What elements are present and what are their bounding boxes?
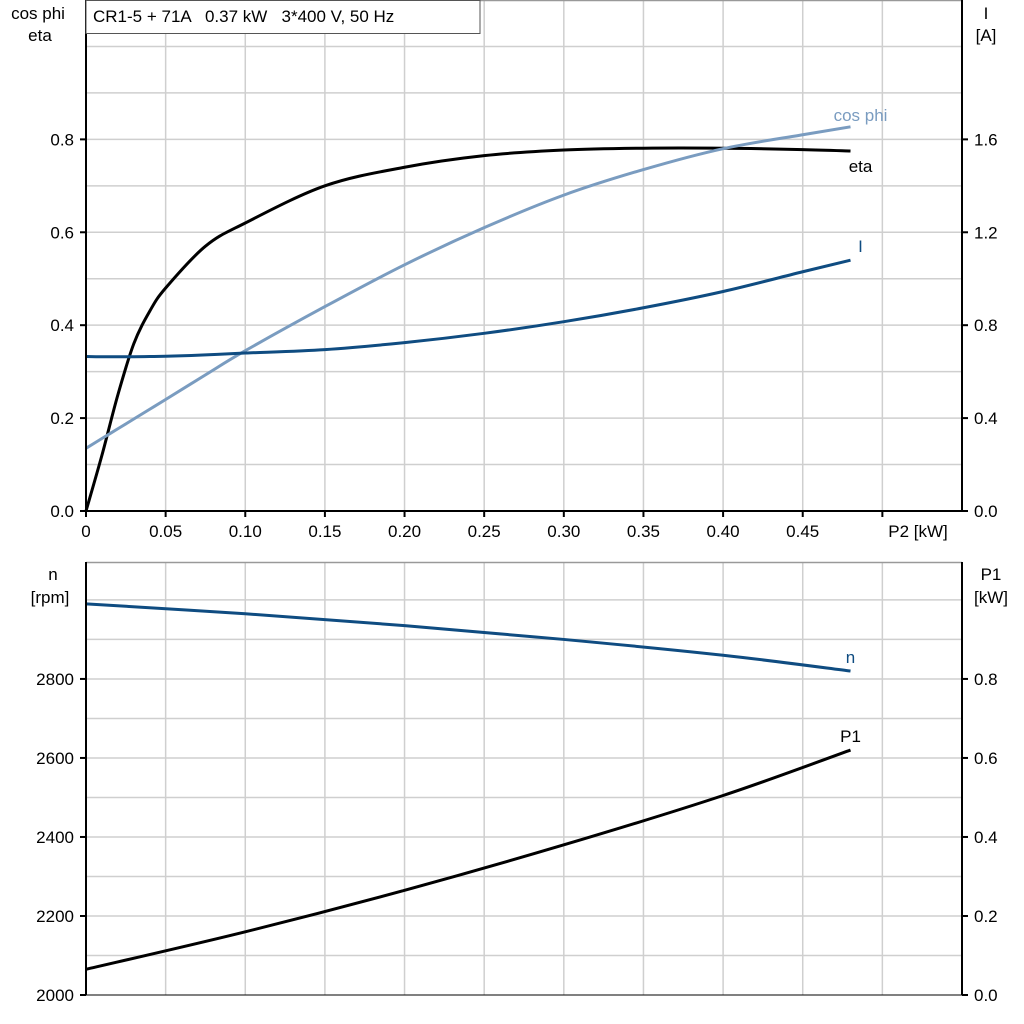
top-left-tick-label: 0.2 (50, 409, 74, 428)
x-axis-label: P2 [kW] (888, 522, 948, 541)
series-eta-label: eta (849, 157, 873, 176)
bottom-left-tick-label: 2800 (36, 670, 74, 689)
top-left-ylabel-2: eta (28, 26, 52, 45)
top-right-tick-label: 0.4 (974, 409, 998, 428)
top-right-ylabel-2: [A] (976, 26, 997, 45)
bottom-right-ylabel-2: [kW] (974, 588, 1008, 607)
curves (84, 125, 852, 971)
top-grid (86, 0, 962, 511)
x-tick-label: 0.10 (229, 522, 262, 541)
bottom-right-tick-label: 0.4 (974, 828, 998, 847)
bottom-left-ylabel-2: [rpm] (31, 588, 70, 607)
x-tick-label: 0.25 (468, 522, 501, 541)
top-left-tick-label: 0.8 (50, 130, 74, 149)
bottom-grid (86, 561, 962, 995)
top-right-tick-label: 0.8 (974, 316, 998, 335)
series-cos-phi-line (85, 125, 851, 450)
bottom-right-tick-label: 0.0 (974, 986, 998, 1005)
top-right-ylabel-1: I (984, 4, 989, 23)
top-left-ylabel-1: cos phi (11, 4, 65, 23)
top-left-tick-label: 0.6 (50, 223, 74, 242)
bottom-left-tick-label: 2400 (36, 828, 74, 847)
bottom-right-tick-label: 0.6 (974, 749, 998, 768)
x-tick-label: 0.20 (388, 522, 421, 541)
axes (80, 0, 968, 996)
top-right-tick-label: 1.2 (974, 223, 998, 242)
bottom-left-tick-label: 2000 (36, 986, 74, 1005)
series-i-label: I (858, 237, 863, 256)
bottom-right-ylabel-1: P1 (981, 565, 1002, 584)
top-right-tick-label: 0.0 (974, 502, 998, 521)
x-tick-label: 0.05 (149, 522, 182, 541)
tick-labels: 0.0 0.2 0.4 0.6 0.8 0.0 0.4 0.8 1.2 1.6 0 0.05 0.10 0… (36, 106, 997, 1005)
series-eta-line (84, 146, 851, 512)
top-left-tick-label: 0.0 (50, 502, 74, 521)
series-n-label: n (846, 648, 855, 667)
top-right-tick-label: 1.6 (974, 130, 998, 149)
series-p1-line (85, 748, 852, 971)
bottom-left-ylabel-1: n (48, 565, 57, 584)
series-cos-phi-label: cos phi (834, 106, 888, 125)
series-n-line (85, 602, 851, 673)
bottom-right-tick-label: 0.8 (974, 670, 998, 689)
top-left-tick-label: 0.4 (50, 316, 74, 335)
chart-title: CR1-5 + 71A 0.37 kW 3*400 V, 50 Hz (93, 7, 394, 26)
x-tick-label: 0 (81, 522, 90, 541)
x-tick-label: 0.40 (707, 522, 740, 541)
x-tick-label: 0.15 (308, 522, 341, 541)
bottom-right-tick-label: 0.2 (974, 907, 998, 926)
title-box (85, 0, 481, 34)
x-tick-label: 0.45 (786, 522, 819, 541)
bottom-left-tick-label: 2200 (36, 907, 74, 926)
x-tick-label: 0.30 (547, 522, 580, 541)
series-i-line (85, 258, 851, 359)
bottom-left-tick-label: 2600 (36, 749, 74, 768)
series-p1-label: P1 (840, 727, 861, 746)
x-tick-label: 0.35 (627, 522, 660, 541)
